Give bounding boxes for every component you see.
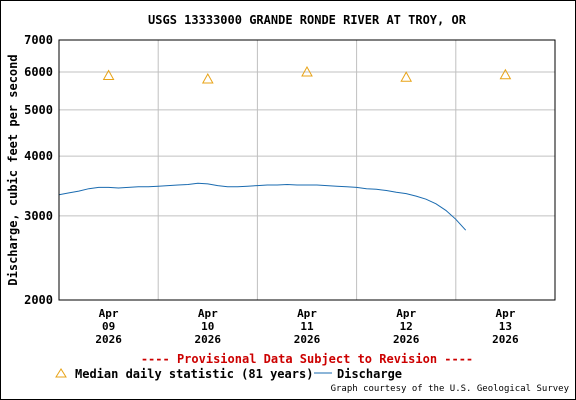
x-axis-ticks: Apr 09 2026 Apr 10 2026 Apr 11 2026 Apr 12 2026 Apr 1… xyxy=(95,307,519,346)
median-triangle-marker xyxy=(102,69,115,80)
y-axis-label: Discharge, cubic feet per second xyxy=(6,54,20,285)
legend-label-discharge: Discharge xyxy=(337,367,402,381)
median-triangle-marker xyxy=(400,71,413,82)
plot-area xyxy=(59,40,555,300)
x-tick-label: Apr 13 2026 xyxy=(492,307,519,346)
y-axis-ticks: 2000 3000 4000 5000 6000 7000 xyxy=(24,33,53,307)
median-statistic-series xyxy=(102,65,512,84)
legend: Median daily statistic (81 years) Discha… xyxy=(55,367,402,381)
x-tick-label: Apr 10 2026 xyxy=(195,307,222,346)
x-tick-label: Apr 09 2026 xyxy=(95,307,122,346)
x-tick-label: Apr 12 2026 xyxy=(393,307,420,346)
legend-triangle-marker xyxy=(55,368,67,378)
median-triangle-marker xyxy=(201,72,214,84)
plot-border xyxy=(58,39,556,301)
y-tick-label: 5000 xyxy=(24,103,53,117)
chart-title: USGS 13333000 GRANDE RONDE RIVER AT TROY… xyxy=(148,13,467,27)
provisional-note: ---- Provisional Data Subject to Revisio… xyxy=(141,352,473,366)
median-triangle-marker xyxy=(499,68,512,80)
legend-label-median: Median daily statistic (81 years) xyxy=(75,367,313,381)
y-tick-label: 3000 xyxy=(24,209,53,223)
median-triangle-marker xyxy=(301,65,313,77)
usgs-credit: Graph courtesy of the U.S. Geological Su… xyxy=(330,384,569,394)
x-tick-label: Apr 11 2026 xyxy=(294,307,321,346)
y-tick-label: 7000 xyxy=(24,33,53,47)
y-tick-label: 2000 xyxy=(24,293,53,307)
discharge-series xyxy=(58,182,467,231)
y-tick-label: 4000 xyxy=(24,149,53,163)
y-tick-label: 6000 xyxy=(24,65,53,79)
discharge-line xyxy=(58,182,467,231)
